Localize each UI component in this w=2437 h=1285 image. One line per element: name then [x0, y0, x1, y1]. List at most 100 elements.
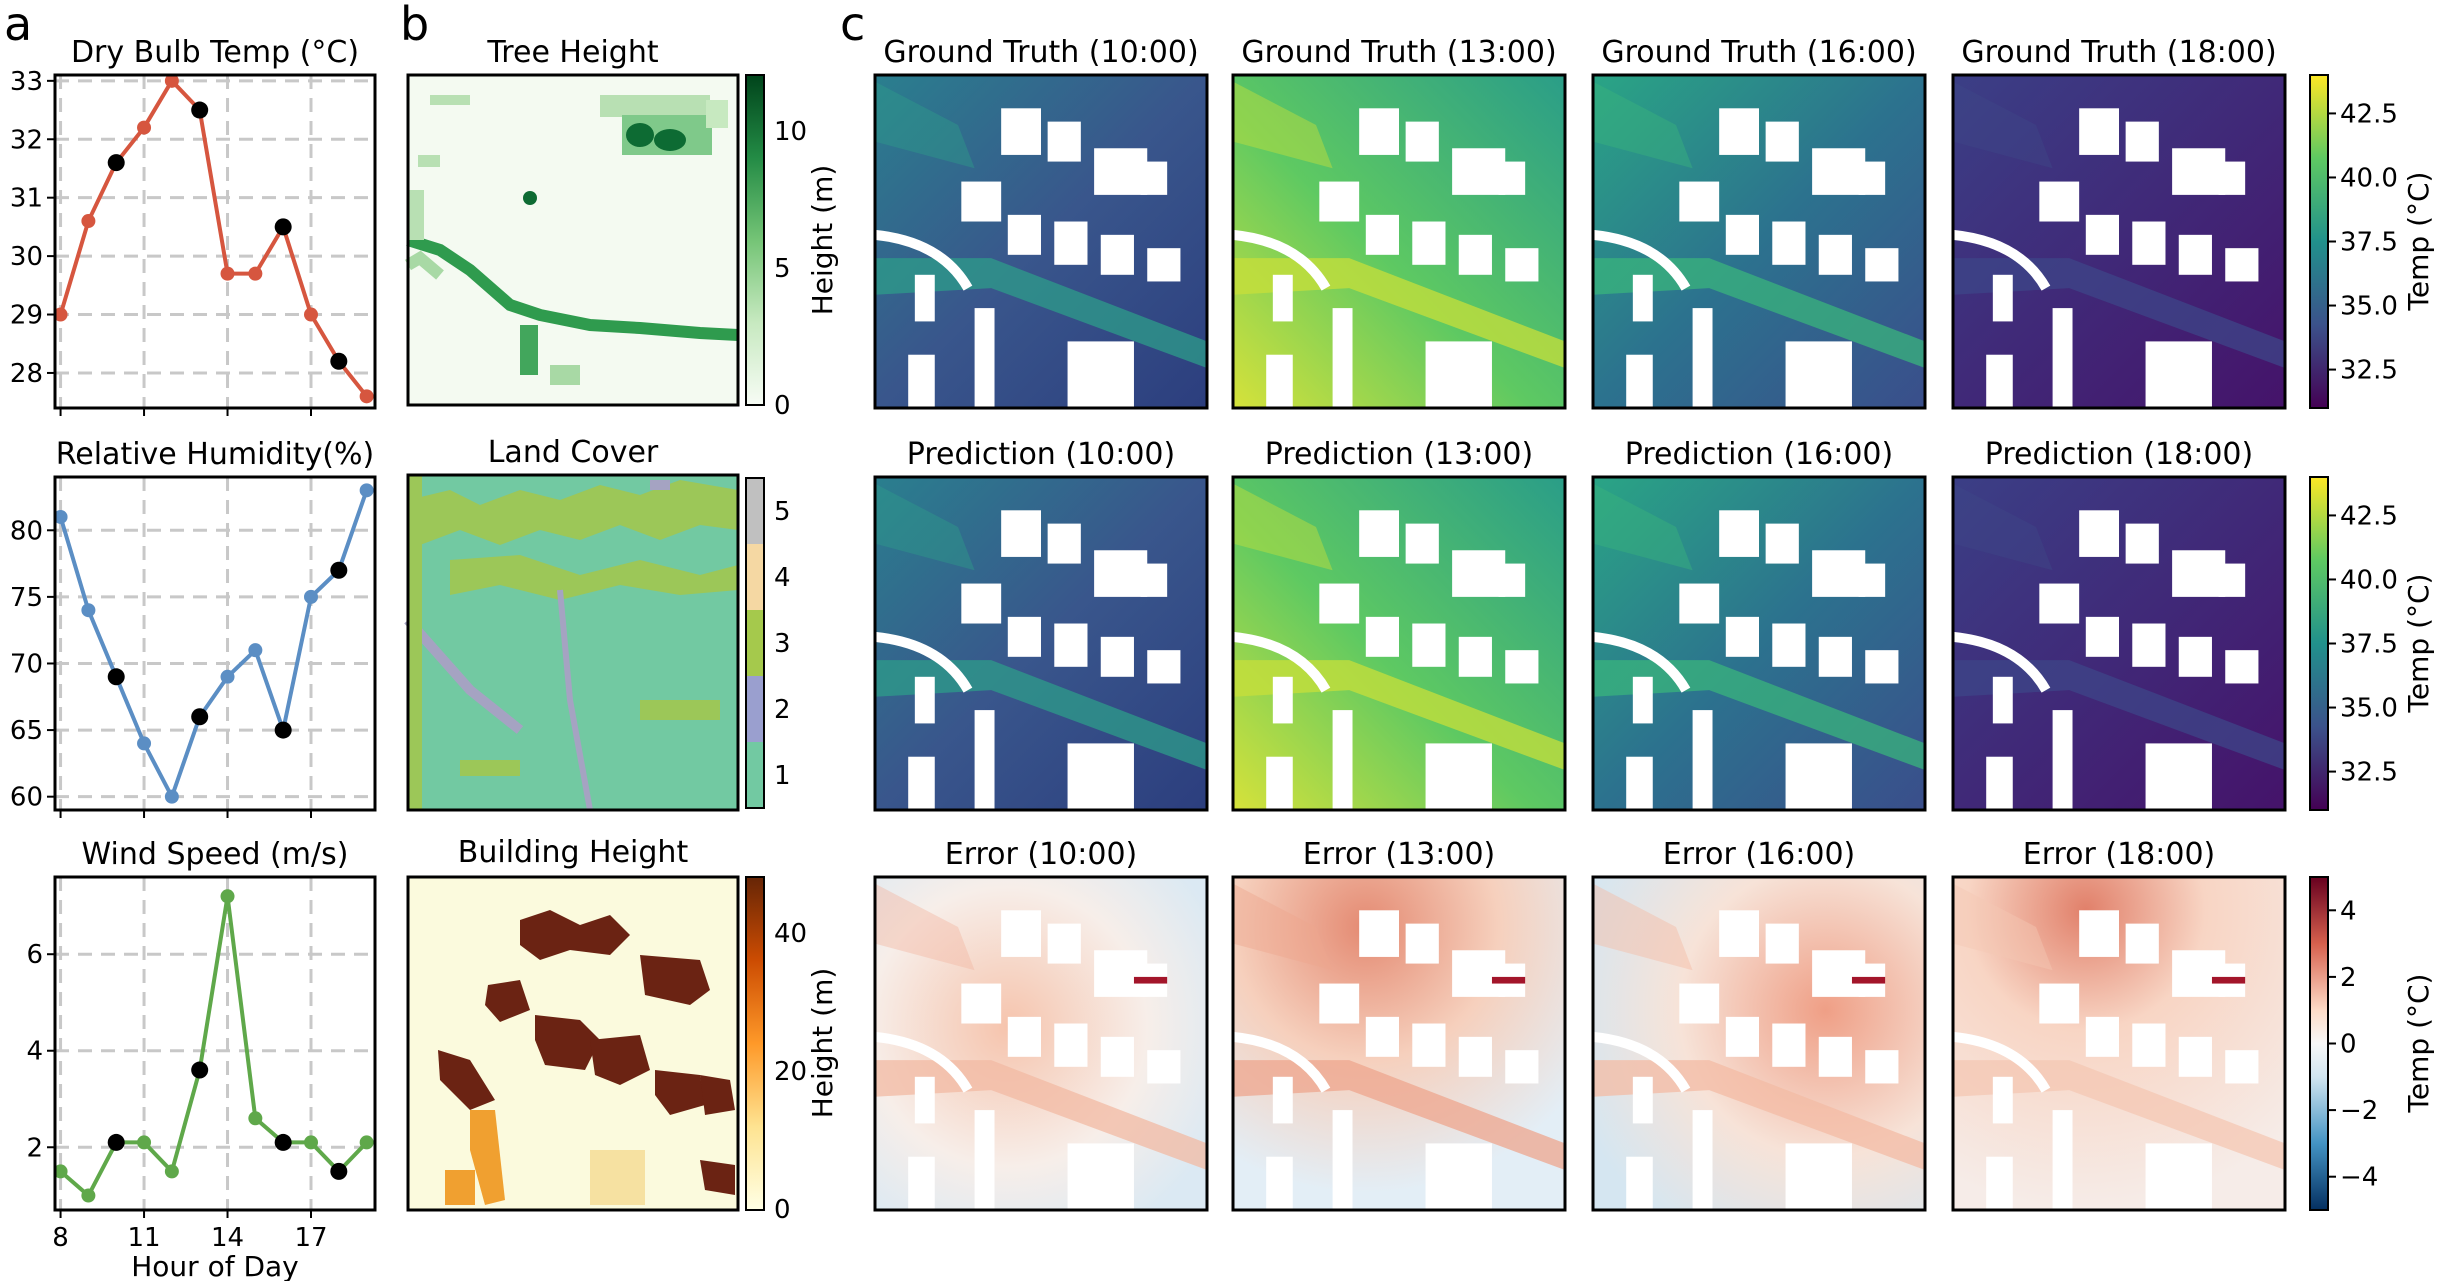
road-mask [1952, 631, 2051, 693]
building-mask [1458, 636, 1492, 677]
building-mask [1365, 214, 1399, 255]
tree-height-map [404, 73, 740, 407]
building-mask [1047, 121, 1081, 162]
building-mask [1785, 1143, 1852, 1210]
building-mask [1272, 1076, 1293, 1124]
building-mask [914, 274, 935, 322]
landcover-cbar-tick: 4 [774, 563, 791, 593]
building-mask [2178, 234, 2212, 275]
building-mask [1067, 341, 1134, 408]
building-mask [1319, 583, 1360, 624]
building-mask [1094, 148, 1148, 195]
building-mask [2178, 636, 2212, 677]
dry-bulb-point [248, 266, 263, 281]
panel-label-c: c [840, 0, 865, 51]
dry-bulb-point [164, 73, 179, 88]
prediction-title: Prediction (16:00) [1625, 437, 1893, 472]
building-mask [1405, 923, 1439, 964]
building-mask [2052, 1110, 2073, 1210]
building-mask [1812, 950, 1866, 997]
map-frame [873, 475, 1209, 812]
building-mask [1332, 1110, 1353, 1210]
humidity-frame [53, 475, 377, 812]
building-mask [1100, 234, 1134, 275]
building-mask [1054, 1023, 1088, 1067]
building-mask [1719, 910, 1759, 957]
building-mask [2132, 221, 2166, 265]
humidity-point [53, 509, 68, 524]
street-band [875, 1060, 1207, 1171]
building-mask [1765, 923, 1799, 964]
error-map: Error (13:00) [1231, 837, 1567, 1212]
dry-bulb-point [274, 218, 292, 236]
building-mask [2079, 910, 2119, 957]
ytick-label: 4 [26, 1037, 43, 1067]
error-map: Error (18:00) [1951, 837, 2287, 1212]
map-frame [1951, 475, 2287, 812]
street-band [1233, 883, 1333, 971]
road-mask [1592, 229, 1691, 291]
ground-truth-map: Ground Truth (10:00) [873, 35, 1209, 410]
building-mask [1001, 910, 1041, 957]
building-mask [1054, 221, 1088, 265]
building-mask [2145, 1143, 2212, 1210]
building-mask [1626, 756, 1653, 810]
building-mask [1147, 248, 1181, 282]
tree-cbar-tick: 10 [774, 117, 807, 147]
wind-frame [53, 875, 377, 1212]
building-mask [1007, 1016, 1041, 1057]
prediction-title: Prediction (18:00) [1985, 437, 2253, 472]
map-frame [1231, 475, 1567, 812]
building-mask [974, 1110, 995, 1210]
building-mask [2225, 1050, 2259, 1084]
building-mask [1772, 221, 1806, 265]
error-title: Error (13:00) [1303, 837, 1496, 872]
building-mask [1001, 510, 1041, 557]
error-hotspot [1491, 976, 1526, 984]
road-mask [874, 229, 973, 291]
land-cover-map [404, 473, 740, 812]
building-mask [1986, 354, 2013, 408]
building-height-colorbar [745, 876, 765, 1211]
dry-bulb-title: Dry Bulb Temp (°C) [71, 35, 359, 70]
colorbar-tick-label: 37.5 [2340, 630, 2398, 660]
colorbar-tick-label: 4 [2340, 896, 2357, 926]
error-map: Error (10:00) [873, 837, 1209, 1212]
building-mask [1818, 1036, 1852, 1077]
building-mask [1692, 710, 1713, 810]
building-mask [1725, 1016, 1759, 1057]
wind-point [191, 1061, 209, 1079]
prediction-map: Prediction (16:00) [1591, 437, 1927, 812]
building-mask [2225, 248, 2259, 282]
street-band [1233, 483, 1333, 571]
ytick-label: 6 [26, 940, 43, 970]
map-frame [1951, 73, 2287, 410]
map-frame [873, 875, 1209, 1212]
dry-bulb-chart: Dry Bulb Temp (°C) 28 29 30 31 32 33 [10, 35, 377, 416]
landcover-cbar-tick: 2 [774, 695, 791, 725]
building-mask [1505, 248, 1539, 282]
building-mask [1332, 710, 1353, 810]
building-mask [2178, 1036, 2212, 1077]
building-mask [1719, 510, 1759, 557]
building-mask [1365, 1016, 1399, 1057]
building-mask [2052, 710, 2073, 810]
wind-point [137, 1135, 152, 1150]
xtick-label: 17 [294, 1223, 327, 1253]
building-mask [1405, 523, 1439, 564]
street-band [1593, 483, 1693, 571]
building-mask [1007, 214, 1041, 255]
building-mask [2039, 983, 2080, 1024]
wind-point [164, 1164, 179, 1179]
building-mask [2125, 923, 2159, 964]
building-mask [2079, 108, 2119, 155]
land-cover-title: Land Cover [488, 435, 659, 470]
building-mask [1047, 523, 1081, 564]
ytick-label: 65 [10, 716, 43, 746]
dry-bulb-point [81, 214, 96, 229]
ytick-label: 28 [10, 359, 43, 389]
building-mask [1992, 676, 2013, 724]
humidity-point [191, 708, 209, 726]
building-cbar-tick: 20 [774, 1057, 807, 1087]
xtick-label: 14 [211, 1223, 244, 1253]
